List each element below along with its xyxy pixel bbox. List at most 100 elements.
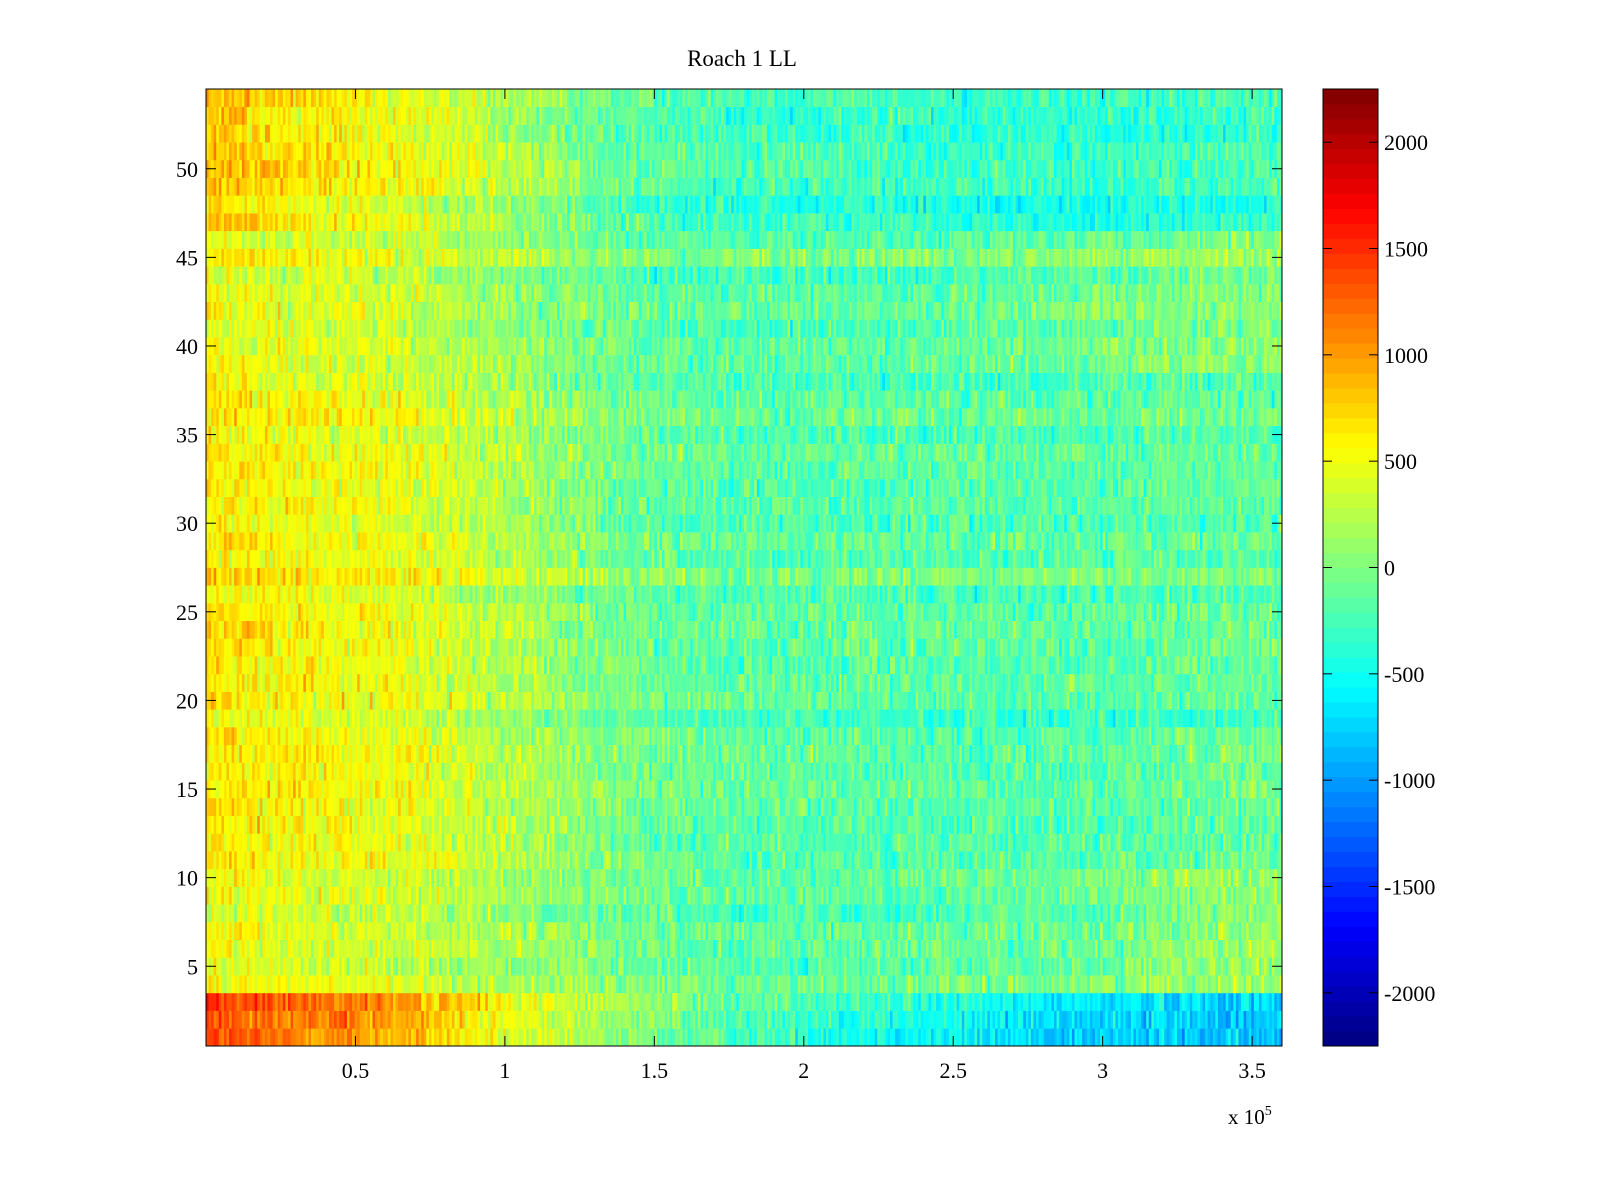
heatmap-cell	[913, 975, 916, 994]
heatmap-cell	[1256, 992, 1260, 1011]
heatmap-cell	[966, 939, 970, 958]
heatmap-cell	[866, 833, 870, 852]
heatmap-cell	[1128, 904, 1132, 923]
heatmap-cell	[910, 868, 914, 887]
heatmap-cell	[410, 868, 414, 887]
heatmap-cell	[948, 1010, 952, 1029]
heatmap-cell	[344, 833, 348, 852]
heatmap-cell	[1036, 851, 1039, 870]
heatmap-cell	[467, 886, 471, 905]
heatmap-cell	[223, 1010, 227, 1029]
heatmap-cell	[782, 904, 786, 923]
heatmap-cell	[1059, 1028, 1063, 1047]
heatmap-cell	[359, 868, 363, 887]
heatmap-cell	[1110, 957, 1114, 976]
heatmap-cell	[905, 921, 909, 941]
heatmap-cell	[802, 904, 806, 923]
heatmap-cell	[695, 975, 699, 994]
heatmap-cell	[472, 1028, 476, 1047]
heatmap-cell	[1258, 1010, 1262, 1029]
heatmap-cell	[731, 833, 735, 852]
heatmap-cell	[1143, 939, 1147, 958]
heatmap-cell	[1205, 1028, 1209, 1047]
heatmap-cell	[738, 851, 742, 870]
heatmap-cell	[728, 921, 732, 941]
heatmap-cell	[311, 957, 314, 976]
heatmap-cell	[638, 1028, 642, 1047]
heatmap-cell	[774, 833, 778, 852]
heatmap-cell	[905, 904, 909, 923]
heatmap-cell	[290, 975, 294, 994]
heatmap-cell	[728, 851, 732, 870]
heatmap-cell	[1176, 921, 1180, 941]
heatmap-cell	[905, 886, 909, 905]
heatmap-cell	[1161, 904, 1165, 923]
heatmap-cell	[677, 886, 681, 905]
heatmap-cell	[295, 1010, 299, 1029]
heatmap-cell	[1112, 957, 1116, 976]
heatmap-cell	[346, 921, 350, 941]
heatmap-cell	[641, 904, 645, 923]
heatmap-cell	[690, 975, 694, 994]
heatmap-cell	[264, 1028, 268, 1047]
heatmap-cell	[1112, 1010, 1116, 1029]
heatmap-cell	[554, 886, 558, 905]
heatmap-cell	[1066, 851, 1070, 870]
heatmap-cell	[1036, 921, 1039, 941]
heatmap-cell	[449, 957, 453, 976]
heatmap-cell	[569, 886, 573, 905]
heatmap-cell	[413, 886, 417, 905]
heatmap-cell	[1102, 921, 1106, 941]
heatmap-cell	[546, 1028, 550, 1047]
heatmap-cell	[216, 886, 220, 905]
heatmap-cell	[805, 833, 809, 852]
heatmap-cell	[731, 851, 735, 870]
heatmap-cell	[1077, 992, 1080, 1011]
heatmap-cell	[423, 975, 427, 994]
heatmap-cell	[580, 921, 583, 941]
heatmap-cell	[815, 939, 819, 958]
heatmap-cell	[1107, 939, 1111, 958]
heatmap-cell	[1210, 886, 1214, 905]
heatmap-cell	[633, 992, 637, 1011]
heatmap-cell	[636, 921, 640, 941]
heatmap-cell	[618, 1028, 622, 1047]
heatmap-cell	[467, 851, 471, 870]
heatmap-cell	[690, 851, 694, 870]
heatmap-cell	[1153, 992, 1157, 1011]
heatmap-cell	[408, 904, 412, 923]
heatmap-cell	[1200, 1028, 1203, 1047]
heatmap-cell	[395, 992, 399, 1011]
heatmap-cell	[608, 975, 612, 994]
heatmap-cell	[380, 868, 384, 887]
heatmap-cell	[667, 992, 671, 1011]
heatmap-cell	[892, 886, 896, 905]
heatmap-cell	[836, 1028, 840, 1047]
heatmap-cell	[787, 921, 791, 941]
heatmap-cell	[239, 992, 243, 1011]
heatmap-cell	[556, 1028, 560, 1047]
heatmap-cell	[1233, 1028, 1237, 1047]
heatmap-cell	[339, 868, 343, 887]
heatmap-cell	[567, 886, 571, 905]
heatmap-cell	[1018, 939, 1022, 958]
heatmap-cell	[877, 1028, 881, 1047]
heatmap-cell	[1053, 975, 1057, 994]
heatmap-cell	[831, 833, 835, 852]
heatmap-cell	[943, 939, 947, 958]
heatmap-cell	[662, 921, 665, 941]
heatmap-cell	[682, 1028, 686, 1047]
heatmap-cell	[972, 975, 975, 994]
heatmap-cell	[761, 1028, 765, 1047]
heatmap-cell	[887, 921, 891, 941]
heatmap-cell	[1089, 904, 1093, 923]
heatmap-cell	[767, 992, 770, 1011]
heatmap-cell	[416, 992, 419, 1011]
heatmap-cell	[508, 939, 512, 958]
heatmap-cell	[475, 1010, 478, 1029]
heatmap-cell	[1125, 921, 1129, 941]
heatmap-cell	[861, 939, 865, 958]
heatmap-cell	[287, 1010, 291, 1029]
heatmap-cell	[825, 975, 829, 994]
heatmap-cell	[692, 992, 696, 1011]
